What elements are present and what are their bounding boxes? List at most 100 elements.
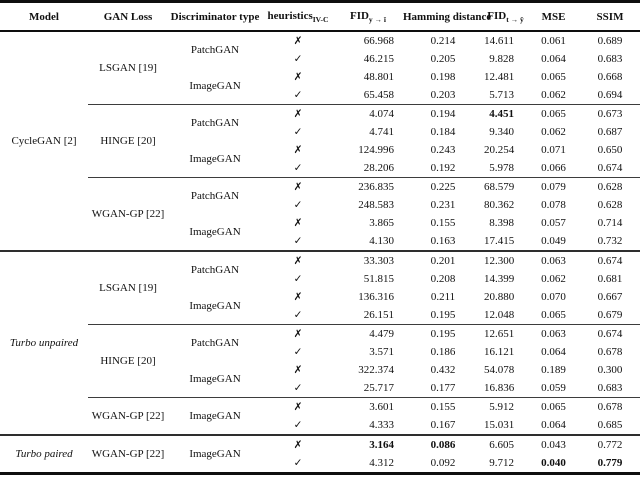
table-row: ImageGAN ✗ 136.316 0.211 20.880 0.070 0.… xyxy=(0,288,640,312)
discriminator-cell: ImageGAN xyxy=(189,153,241,166)
fid-y-label: FID xyxy=(349,10,369,22)
hamming-value: 0.195 xyxy=(402,324,484,344)
fid-t-value: 14.399 xyxy=(484,273,515,286)
fid-y-value: 4.130 xyxy=(369,235,394,248)
discriminator-cell: ImageGAN xyxy=(168,397,262,436)
discriminator-cell: PatchGAN xyxy=(168,177,262,215)
heuristics-check-mark: ✓ xyxy=(293,458,303,470)
table-row: ✓ 4.312 0.092 9.712 0.040 0.779 xyxy=(0,454,640,474)
mse-value: 0.064 xyxy=(541,53,566,66)
hamming-value: 0.211 xyxy=(430,291,456,304)
ssim-value: 0.674 xyxy=(597,162,623,175)
table-row: Turbo unpaired LSGAN [19] PatchGAN ✗ 33.… xyxy=(0,250,640,436)
fid-t-value: 12.300 xyxy=(484,250,527,271)
mse-value: 0.064 xyxy=(541,419,566,432)
fid-t-value: 9.828 xyxy=(489,53,514,66)
hamming-value: 0.192 xyxy=(430,162,456,175)
col-header-discriminator-type: Discriminator type xyxy=(168,1,262,33)
fid-y-value: 4.479 xyxy=(334,324,402,344)
header-row: Model GAN Loss Discriminator type heuris… xyxy=(0,1,640,33)
table-row: HINGE [20] PatchGAN ✗ 4.074 0.194 4.451 … xyxy=(0,104,640,178)
mse-value: 0.066 xyxy=(541,162,566,175)
heuristics-cross-mark: ✗ xyxy=(262,434,334,455)
ssim-value: 0.668 xyxy=(597,71,623,84)
fid-t-value: 5.912 xyxy=(484,397,527,417)
ssim-value: 0.300 xyxy=(597,364,623,377)
fid-y-value: 4.312 xyxy=(369,457,394,470)
col-header-hamming-distance: Hamming distance xyxy=(402,1,491,33)
heuristics-cross-mark: ✗ xyxy=(262,324,334,344)
discriminator-cell: ImageGAN xyxy=(189,373,241,386)
gan-loss-cell: WGAN-GP [22] xyxy=(88,434,168,474)
col-header-fid-t: FIDt → ŷ xyxy=(484,1,527,33)
ssim-value: 0.683 xyxy=(597,53,623,66)
heuristics-check-mark: ✓ xyxy=(293,200,303,212)
mse-value: 0.071 xyxy=(541,144,566,157)
fid-t-value-best: 4.451 xyxy=(484,104,527,124)
ssim-value: 0.678 xyxy=(597,346,623,359)
mse-value: 0.065 xyxy=(541,309,566,322)
hamming-value: 0.243 xyxy=(430,144,456,157)
gan-loss-cell: HINGE [20] xyxy=(88,104,168,178)
heuristics-cross-mark: ✗ xyxy=(262,397,334,417)
ssim-value: 0.628 xyxy=(580,177,640,197)
hamming-value: 0.155 xyxy=(402,397,484,417)
table-row: WGAN-GP [22] PatchGAN ✗ 236.835 0.225 68… xyxy=(0,177,640,252)
discriminator-cell: ImageGAN xyxy=(168,434,262,474)
model-cell-cyclegan: CycleGAN [2] xyxy=(11,135,77,148)
mse-value: 0.062 xyxy=(541,89,566,102)
discriminator-cell: PatchGAN xyxy=(168,250,262,289)
fid-t-value: 16.121 xyxy=(484,346,515,359)
fid-y-value: 28.206 xyxy=(363,162,394,175)
fid-y-value-best: 3.164 xyxy=(334,434,402,455)
mse-value: 0.043 xyxy=(527,434,580,455)
gan-loss-cell: WGAN-GP [22] xyxy=(88,397,168,436)
mse-value: 0.064 xyxy=(541,346,566,359)
hamming-value: 0.432 xyxy=(430,364,456,377)
fid-y-value: 322.374 xyxy=(358,364,394,377)
gan-loss-cell: LSGAN [19] xyxy=(99,62,157,75)
heuristics-check-mark: ✓ xyxy=(293,127,303,139)
fid-y-value: 3.865 xyxy=(369,217,394,230)
hamming-value: 0.155 xyxy=(430,217,456,230)
gan-loss-cell: WGAN-GP [22] xyxy=(88,177,168,252)
heuristics-cross-mark: ✗ xyxy=(293,145,303,157)
col-header-heuristics: heuristicsIV-C xyxy=(262,1,334,33)
table-row: ImageGAN ✗ 3.865 0.155 8.398 0.057 0.714 xyxy=(0,214,640,238)
hamming-value: 0.205 xyxy=(430,53,456,66)
fid-y-value: 4.741 xyxy=(369,126,394,139)
mse-value: 0.059 xyxy=(541,382,566,395)
ssim-value: 0.667 xyxy=(597,291,623,304)
table-row: ImageGAN ✗ 322.374 0.432 54.078 0.189 0.… xyxy=(0,361,640,385)
heuristics-check-mark: ✓ xyxy=(293,310,303,322)
ssim-value: 0.650 xyxy=(597,144,623,157)
ssim-value: 0.685 xyxy=(597,419,623,432)
ssim-value: 0.714 xyxy=(597,217,623,230)
mse-value-best: 0.040 xyxy=(541,457,566,470)
table-row: ImageGAN ✗ 48.801 0.198 12.481 0.065 0.6… xyxy=(0,68,640,92)
hamming-value: 0.184 xyxy=(430,126,456,139)
heuristics-check-mark: ✓ xyxy=(293,90,303,102)
mse-value: 0.061 xyxy=(541,35,566,48)
ssim-value: 0.673 xyxy=(580,104,640,124)
mse-value: 0.062 xyxy=(541,273,566,286)
gan-loss-cell: LSGAN [19] xyxy=(88,250,168,325)
model-cell-turbo-unpaired: Turbo unpaired xyxy=(0,250,88,436)
fid-t-label: FID xyxy=(487,10,507,22)
hamming-value: 0.225 xyxy=(402,177,484,197)
fid-t-value: 68.579 xyxy=(484,177,527,197)
fid-t-value: 20.254 xyxy=(484,144,515,157)
heuristics-check-mark: ✓ xyxy=(293,163,303,175)
fid-y-value: 48.801 xyxy=(363,71,394,84)
mse-value: 0.063 xyxy=(527,324,580,344)
heuristics-cross-mark: ✗ xyxy=(293,218,303,230)
mse-value: 0.062 xyxy=(541,126,566,139)
hamming-value: 0.092 xyxy=(430,457,456,470)
fid-t-value: 12.048 xyxy=(484,309,515,322)
discriminator-cell: ImageGAN xyxy=(189,80,241,93)
hamming-value-best: 0.086 xyxy=(402,434,484,455)
fid-t-value: 16.836 xyxy=(484,382,515,395)
fid-y-value: 46.215 xyxy=(363,53,394,66)
table-row: HINGE [20] PatchGAN ✗ 4.479 0.195 12.651… xyxy=(0,324,640,398)
